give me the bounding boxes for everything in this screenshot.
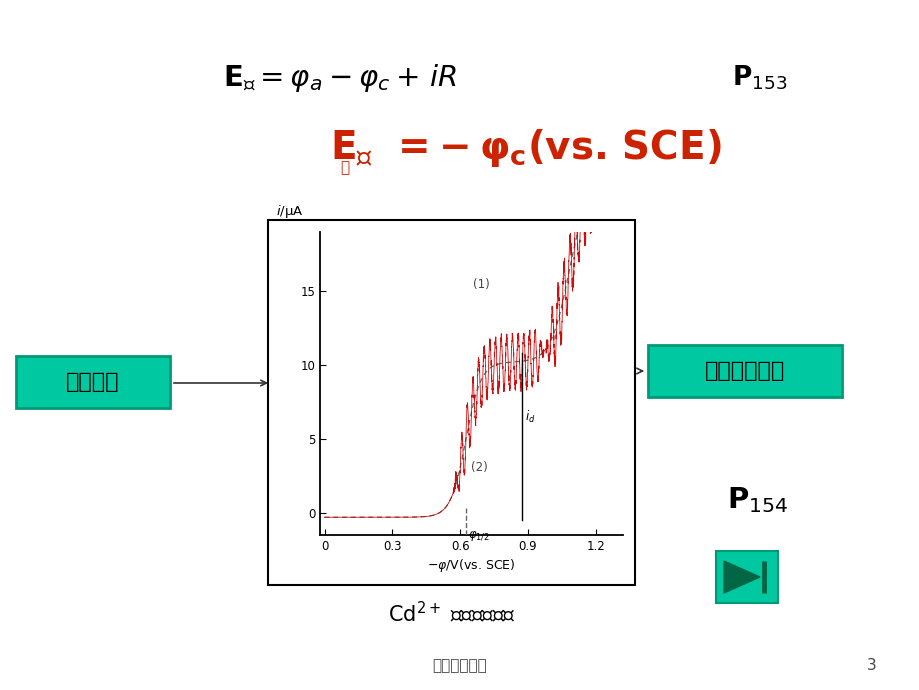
FancyBboxPatch shape xyxy=(715,551,777,603)
Text: $\varphi_{1/2}$: $\varphi_{1/2}$ xyxy=(468,529,490,542)
FancyBboxPatch shape xyxy=(647,345,841,397)
Text: $\mathbf{=\!-\varphi_c(vs.\,SCE)}$: $\mathbf{=\!-\varphi_c(vs.\,SCE)}$ xyxy=(390,127,720,169)
Text: 3: 3 xyxy=(867,658,876,673)
Text: $i_d$: $i_d$ xyxy=(524,408,535,425)
Bar xyxy=(267,220,634,585)
FancyBboxPatch shape xyxy=(16,356,170,408)
Text: 极限扩散电流: 极限扩散电流 xyxy=(704,361,784,381)
Text: (2): (2) xyxy=(471,462,488,475)
Text: $\mathbf{P}_{154}$: $\mathbf{P}_{154}$ xyxy=(727,485,788,515)
Text: $\mathbf{E}_{外}=\varphi_a-\varphi_c+\,iR$: $\mathbf{E}_{外}=\varphi_a-\varphi_c+\,iR… xyxy=(222,62,457,94)
Text: $\mathbf{E}_{外}$: $\mathbf{E}_{外}$ xyxy=(330,128,373,168)
X-axis label: $-\varphi$/V(vs. SCE): $-\varphi$/V(vs. SCE) xyxy=(426,557,516,574)
Text: (1): (1) xyxy=(472,278,489,291)
Text: 半波电位: 半波电位 xyxy=(66,372,119,392)
Text: Cd$^{2+}$ 的还原极谱波: Cd$^{2+}$ 的还原极谱波 xyxy=(387,600,515,626)
Polygon shape xyxy=(723,561,759,593)
Y-axis label: $i$/μA: $i$/μA xyxy=(276,203,303,220)
Text: 仪器分析最新: 仪器分析最新 xyxy=(432,658,487,673)
Text: 外: 外 xyxy=(340,161,349,175)
Text: $\mathbf{P}_{153}$: $\mathbf{P}_{153}$ xyxy=(732,63,787,92)
